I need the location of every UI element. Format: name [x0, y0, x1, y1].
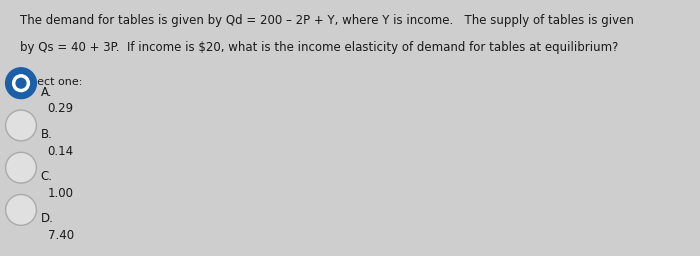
Text: 1.00: 1.00: [48, 187, 74, 200]
Text: 7.40: 7.40: [48, 229, 74, 242]
Text: 0.14: 0.14: [48, 145, 74, 158]
Ellipse shape: [6, 152, 36, 183]
Text: D.: D.: [41, 212, 53, 226]
Text: The demand for tables is given by Qd = 200 – 2P + Y, where Y is income.   The su: The demand for tables is given by Qd = 2…: [20, 14, 634, 27]
Text: C.: C.: [41, 170, 52, 183]
Ellipse shape: [16, 78, 26, 88]
Text: by Qs = 40 + 3P.  If income is $20, what is the income elasticity of demand for : by Qs = 40 + 3P. If income is $20, what …: [20, 41, 618, 54]
Text: B.: B.: [41, 128, 52, 141]
Ellipse shape: [13, 75, 29, 92]
Text: Select one:: Select one:: [20, 77, 82, 87]
Ellipse shape: [6, 110, 36, 141]
Text: 0.29: 0.29: [48, 102, 74, 115]
Ellipse shape: [6, 68, 36, 99]
Ellipse shape: [6, 195, 36, 225]
Text: A.: A.: [41, 86, 52, 99]
